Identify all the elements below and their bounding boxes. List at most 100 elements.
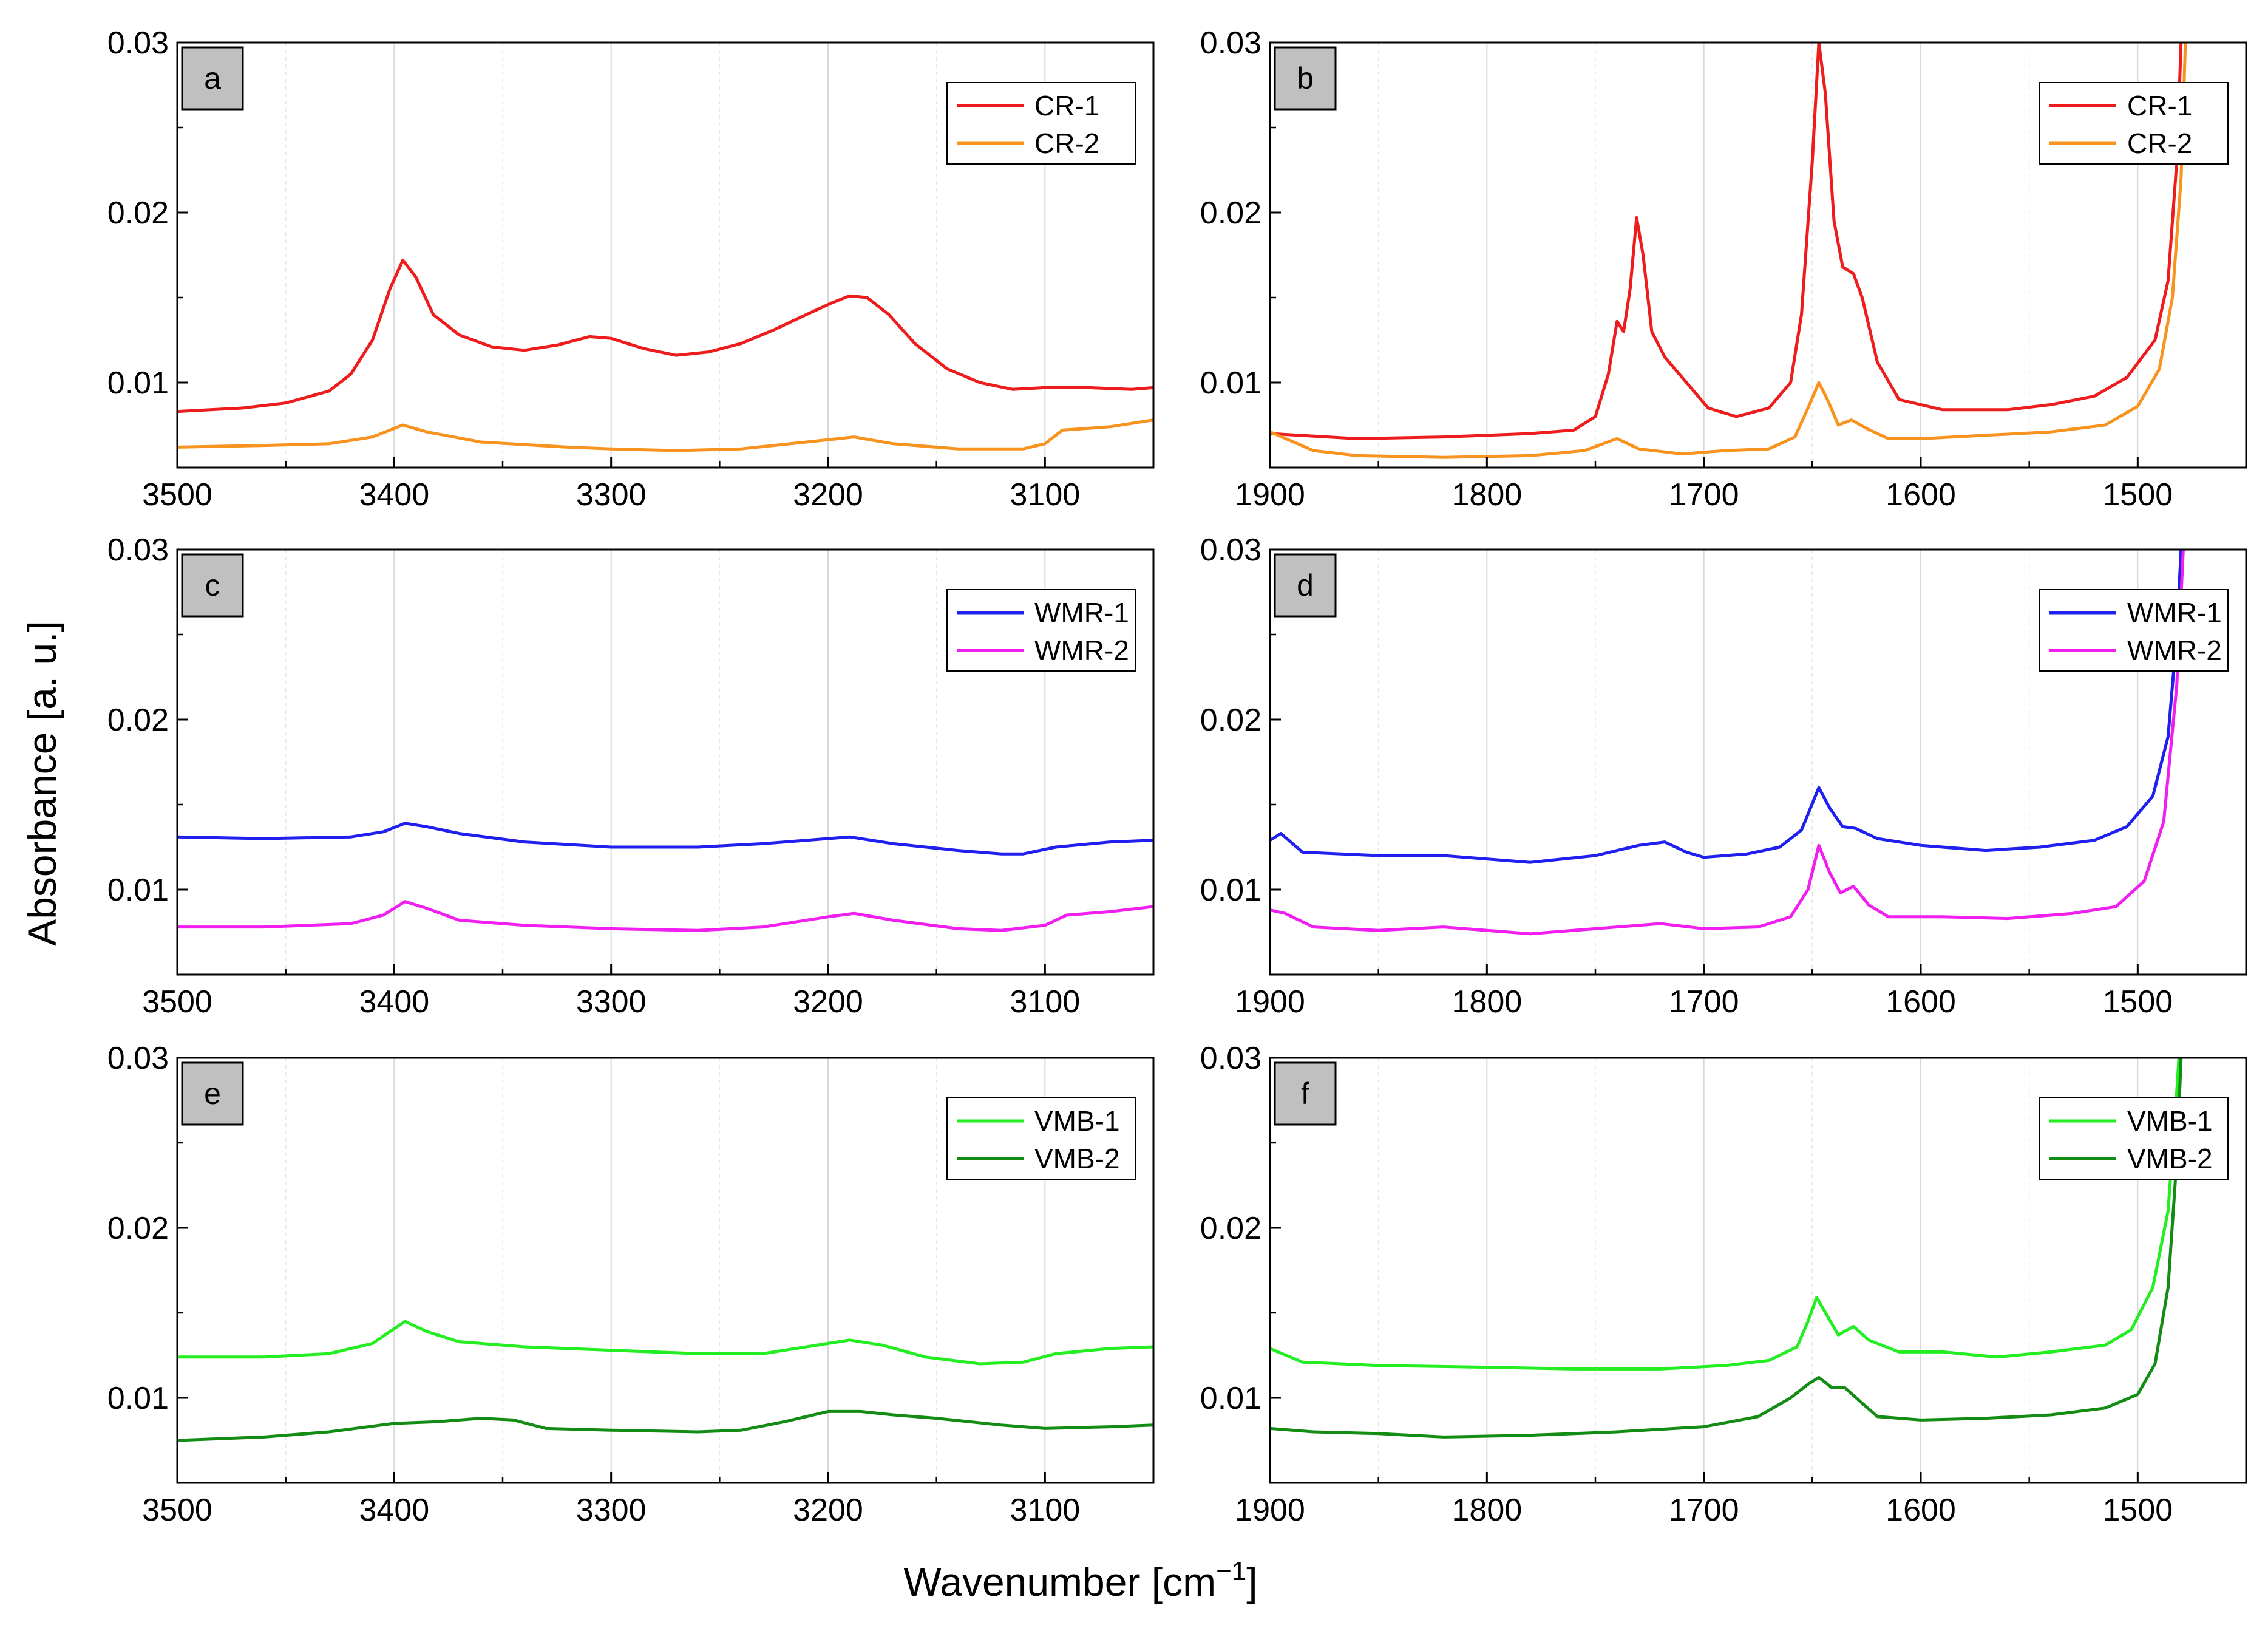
legend-entry: VMB-2 [2127, 1143, 2213, 1174]
series-line-CR-1 [1270, 43, 2183, 440]
series-group [177, 258, 1153, 452]
panel-a: 3500 3400 3300 3200 3100 0.01 0.02 0.03 a CR-1 CR-… [107, 26, 1155, 513]
x-tick-label: 3200 [793, 1493, 863, 1528]
panel-label-box [1274, 553, 1337, 618]
x-tick-label: 1600 [1886, 477, 1956, 513]
panels: 3500 3400 3300 3200 3100 0.01 0.02 0.03 a CR-1 CR-… [107, 26, 2247, 1528]
y-tick-label: 0.03 [1200, 26, 1261, 61]
legend-entry: VMB-2 [1034, 1143, 1120, 1174]
panel-label: f [1301, 1077, 1309, 1111]
panel-b: 1900 1800 1700 1600 1500 0.01 0.02 0.03 b CR-1 CR-… [1200, 26, 2247, 513]
legend-entry: CR-1 [1034, 90, 1099, 121]
y-tick-label: 0.02 [107, 1211, 169, 1246]
legend-box [2039, 589, 2229, 672]
legend-entry: VMB-1 [2127, 1105, 2213, 1137]
y-tick-label: 0.02 [107, 703, 169, 738]
series-group [1270, 550, 2185, 936]
plot-frame [1269, 548, 2247, 976]
panel-label: a [204, 61, 221, 95]
x-axis-title-main: Wavenumber [cm [903, 1559, 1216, 1604]
x-tick-label: 1600 [1886, 1493, 1956, 1528]
plot-frame [176, 1057, 1155, 1484]
series-line-CR-2 [1270, 43, 2187, 459]
series-line-VMB-1 [1270, 1058, 2181, 1371]
x-axis-title-sup: −1 [1216, 1556, 1246, 1586]
series-line-WMR-2 [1270, 550, 2185, 936]
x-tick-label: 1900 [1235, 1493, 1305, 1528]
y-tick-label: 0.02 [1200, 703, 1261, 738]
y-tick-label: 0.03 [1200, 1041, 1261, 1076]
panel-label: d [1297, 568, 1314, 602]
legend-box [946, 1097, 1136, 1180]
legend-entry: WMR-2 [2127, 635, 2222, 666]
x-tick-label: 1700 [1669, 1493, 1739, 1528]
x-tick-label: 1900 [1235, 984, 1305, 1020]
y-tick-label: 0.01 [1200, 1381, 1261, 1416]
x-tick-label: 1700 [1669, 477, 1739, 513]
x-tick-label: 3100 [1010, 477, 1080, 513]
y-tick-label: 0.01 [107, 1381, 169, 1416]
x-tick-label: 1500 [2102, 477, 2173, 513]
x-axis-title-end: ] [1246, 1559, 1257, 1604]
series-line-VMB-1 [177, 1320, 1153, 1366]
x-tick-label: 1700 [1669, 984, 1739, 1020]
legend-entry: WMR-1 [2127, 597, 2222, 628]
plot-frame [176, 548, 1155, 976]
x-tick-label: 3200 [793, 984, 863, 1020]
x-tick-label: 1800 [1451, 1493, 1522, 1528]
y-tick-label: 0.02 [107, 196, 169, 231]
series-group [177, 822, 1153, 932]
legend-box [946, 589, 1136, 672]
panel-d: 1900 1800 1700 1600 1500 0.01 0.02 0.03 d WMR-1 WM… [1200, 533, 2247, 1020]
panel-c: 3500 3400 3300 3200 3100 0.01 0.02 0.03 c WMR-1 WM… [107, 533, 1155, 1020]
y-tick-label: 0.03 [107, 1041, 169, 1076]
legend-box [2039, 1097, 2229, 1180]
y-tick-label: 0.01 [107, 366, 169, 401]
x-tick-label: 3300 [576, 477, 647, 513]
panel-label-box [181, 553, 244, 618]
y-tick-label: 0.01 [107, 873, 169, 908]
series-group [177, 1320, 1153, 1442]
series-line-CR-2 [177, 418, 1153, 452]
x-tick-label: 3100 [1010, 984, 1080, 1020]
panel-label-box [1274, 1061, 1337, 1126]
x-tick-label: 1600 [1886, 984, 1956, 1020]
legend-entry: CR-2 [2127, 128, 2192, 159]
x-tick-label: 3400 [359, 984, 429, 1020]
legend-entry: VMB-1 [1034, 1105, 1120, 1137]
y-tick-label: 0.03 [1200, 533, 1261, 568]
series-line-WMR-1 [1270, 550, 2183, 864]
x-tick-label: 1500 [2102, 1493, 2173, 1528]
x-tick-label: 3400 [359, 477, 429, 513]
x-tick-label: 3500 [142, 984, 212, 1020]
panel-f: 1900 1800 1700 1600 1500 0.01 0.02 0.03 f VMB-1 VM… [1200, 1041, 2247, 1528]
x-tick-label: 1900 [1235, 477, 1305, 513]
series-group [1270, 43, 2187, 459]
plot-frame [176, 41, 1155, 469]
panel-label: e [204, 1077, 221, 1111]
y-tick-label: 0.02 [1200, 196, 1261, 231]
plot-frame [1269, 1057, 2247, 1484]
legend-box [2039, 82, 2229, 165]
y-tick-label: 0.03 [107, 26, 169, 61]
y-tick-label: 0.01 [1200, 873, 1261, 908]
legend-box [946, 82, 1136, 165]
x-tick-label: 3500 [142, 1493, 212, 1528]
legend-entry: WMR-1 [1034, 597, 1129, 628]
panel-label: b [1297, 61, 1314, 95]
x-tick-label: 1500 [2102, 984, 2173, 1020]
legend-entry: CR-2 [1034, 128, 1099, 159]
panel-label-box [1274, 46, 1337, 111]
series-group [1270, 1058, 2183, 1439]
plot-frame [1269, 41, 2247, 469]
x-tick-label: 3100 [1010, 1493, 1080, 1528]
y-tick-label: 0.02 [1200, 1211, 1261, 1246]
legend-entry: CR-1 [2127, 90, 2192, 121]
panel-label-box [181, 46, 244, 111]
series-line-VMB-2 [177, 1409, 1153, 1442]
panel-label-box [181, 1061, 244, 1126]
x-axis-title: Wavenumber [cm−1] [903, 1556, 1257, 1604]
y-tick-label: 0.03 [107, 533, 169, 568]
x-tick-label: 1800 [1451, 477, 1522, 513]
panel-e: 3500 3400 3300 3200 3100 0.01 0.02 0.03 e VMB-1 VM… [107, 1041, 1155, 1528]
